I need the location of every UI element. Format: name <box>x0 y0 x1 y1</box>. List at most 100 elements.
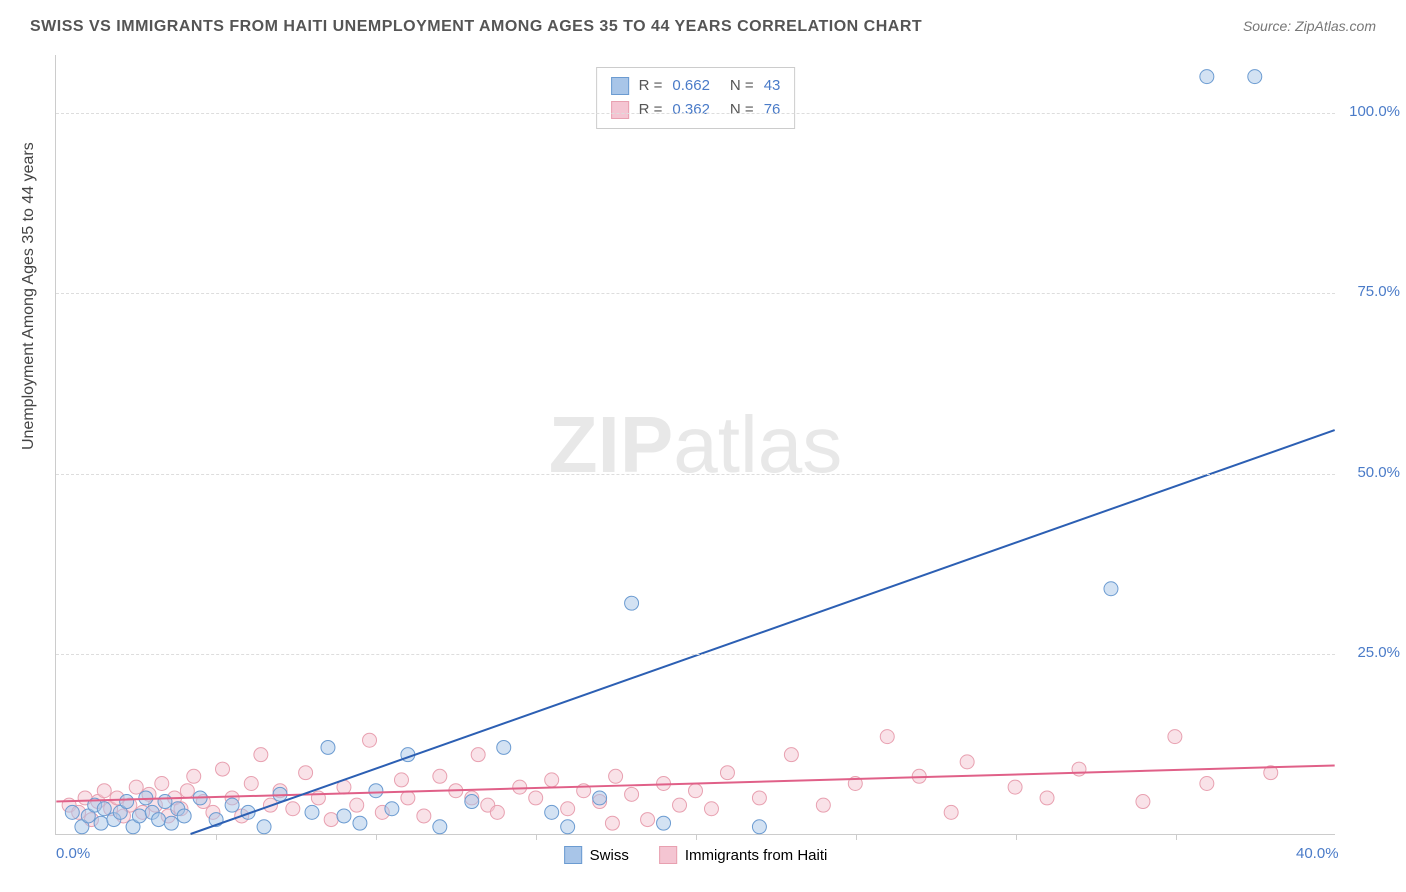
scatter-point-swiss <box>257 820 271 834</box>
plot-area: ZIPatlas R = 0.662 N = 43 R = 0.362 N = … <box>55 55 1335 835</box>
scatter-point-swiss <box>321 740 335 754</box>
scatter-point-haiti <box>944 805 958 819</box>
scatter-point-swiss <box>120 795 134 809</box>
scatter-point-swiss <box>545 805 559 819</box>
scatter-point-swiss <box>1200 70 1214 84</box>
scatter-point-swiss <box>1248 70 1262 84</box>
swatch-swiss <box>564 846 582 864</box>
legend-item-swiss: Swiss <box>564 846 629 864</box>
scatter-point-swiss <box>225 798 239 812</box>
scatter-point-haiti <box>720 766 734 780</box>
scatter-point-haiti <box>1136 795 1150 809</box>
scatter-point-haiti <box>187 769 201 783</box>
y-tick-label: 25.0% <box>1340 644 1400 661</box>
scatter-point-haiti <box>561 802 575 816</box>
x-tick-mark <box>1176 834 1177 840</box>
scatter-point-swiss <box>369 784 383 798</box>
scatter-point-swiss <box>158 795 172 809</box>
swatch-haiti <box>659 846 677 864</box>
scatter-point-haiti <box>417 809 431 823</box>
scatter-point-swiss <box>65 805 79 819</box>
scatter-point-haiti <box>625 787 639 801</box>
scatter-point-swiss <box>177 809 191 823</box>
gridline-h <box>56 654 1335 655</box>
scatter-point-haiti <box>299 766 313 780</box>
scatter-point-haiti <box>960 755 974 769</box>
scatter-point-haiti <box>363 733 377 747</box>
y-tick-label: 100.0% <box>1340 103 1400 120</box>
scatter-point-haiti <box>673 798 687 812</box>
scatter-point-haiti <box>545 773 559 787</box>
scatter-point-haiti <box>129 780 143 794</box>
scatter-point-haiti <box>1040 791 1054 805</box>
chart-title: SWISS VS IMMIGRANTS FROM HAITI UNEMPLOYM… <box>30 18 922 36</box>
scatter-point-swiss <box>752 820 766 834</box>
y-axis-label: Unemployment Among Ages 35 to 44 years <box>20 142 38 450</box>
scatter-point-haiti <box>513 780 527 794</box>
scatter-point-haiti <box>641 813 655 827</box>
x-tick-mark <box>216 834 217 840</box>
gridline-h <box>56 293 1335 294</box>
trend-line-swiss <box>191 430 1335 834</box>
haiti-label: Immigrants from Haiti <box>685 847 828 864</box>
scatter-point-swiss <box>132 809 146 823</box>
scatter-point-haiti <box>880 730 894 744</box>
scatter-point-haiti <box>286 802 300 816</box>
scatter-point-swiss <box>497 740 511 754</box>
gridline-h <box>56 474 1335 475</box>
scatter-point-haiti <box>97 784 111 798</box>
scatter-point-swiss <box>465 795 479 809</box>
scatter-point-swiss <box>337 809 351 823</box>
x-tick-mark <box>856 834 857 840</box>
scatter-point-haiti <box>784 748 798 762</box>
scatter-point-haiti <box>1168 730 1182 744</box>
scatter-point-haiti <box>1072 762 1086 776</box>
scatter-point-haiti <box>1008 780 1022 794</box>
x-tick-mark <box>376 834 377 840</box>
scatter-point-haiti <box>155 777 169 791</box>
scatter-point-haiti <box>490 805 504 819</box>
scatter-point-haiti <box>704 802 718 816</box>
scatter-point-haiti <box>433 769 447 783</box>
swiss-label: Swiss <box>590 847 629 864</box>
x-tick-label: 0.0% <box>56 845 90 862</box>
series-legend: Swiss Immigrants from Haiti <box>564 846 828 864</box>
scatter-point-haiti <box>394 773 408 787</box>
scatter-svg <box>56 55 1335 834</box>
scatter-point-swiss <box>385 802 399 816</box>
scatter-point-haiti <box>816 798 830 812</box>
x-tick-mark <box>1016 834 1017 840</box>
x-tick-label: 40.0% <box>1296 845 1339 862</box>
x-tick-mark <box>696 834 697 840</box>
scatter-point-haiti <box>180 784 194 798</box>
scatter-point-haiti <box>689 784 703 798</box>
scatter-point-swiss <box>152 813 166 827</box>
scatter-point-swiss <box>1104 582 1118 596</box>
scatter-point-swiss <box>561 820 575 834</box>
scatter-point-haiti <box>609 769 623 783</box>
gridline-h <box>56 113 1335 114</box>
y-tick-label: 50.0% <box>1340 464 1400 481</box>
scatter-point-swiss <box>94 816 108 830</box>
scatter-point-haiti <box>324 813 338 827</box>
scatter-point-haiti <box>605 816 619 830</box>
scatter-point-swiss <box>593 791 607 805</box>
scatter-point-haiti <box>471 748 485 762</box>
scatter-point-swiss <box>97 802 111 816</box>
x-tick-mark <box>536 834 537 840</box>
source-attribution: Source: ZipAtlas.com <box>1243 18 1376 34</box>
scatter-point-swiss <box>353 816 367 830</box>
y-tick-label: 75.0% <box>1340 283 1400 300</box>
scatter-point-haiti <box>529 791 543 805</box>
scatter-point-swiss <box>657 816 671 830</box>
scatter-point-swiss <box>625 596 639 610</box>
scatter-point-swiss <box>433 820 447 834</box>
scatter-point-swiss <box>305 805 319 819</box>
scatter-point-haiti <box>752 791 766 805</box>
scatter-point-haiti <box>401 791 415 805</box>
scatter-point-haiti <box>350 798 364 812</box>
scatter-point-swiss <box>164 816 178 830</box>
legend-item-haiti: Immigrants from Haiti <box>659 846 828 864</box>
scatter-point-haiti <box>216 762 230 776</box>
scatter-point-haiti <box>1200 777 1214 791</box>
